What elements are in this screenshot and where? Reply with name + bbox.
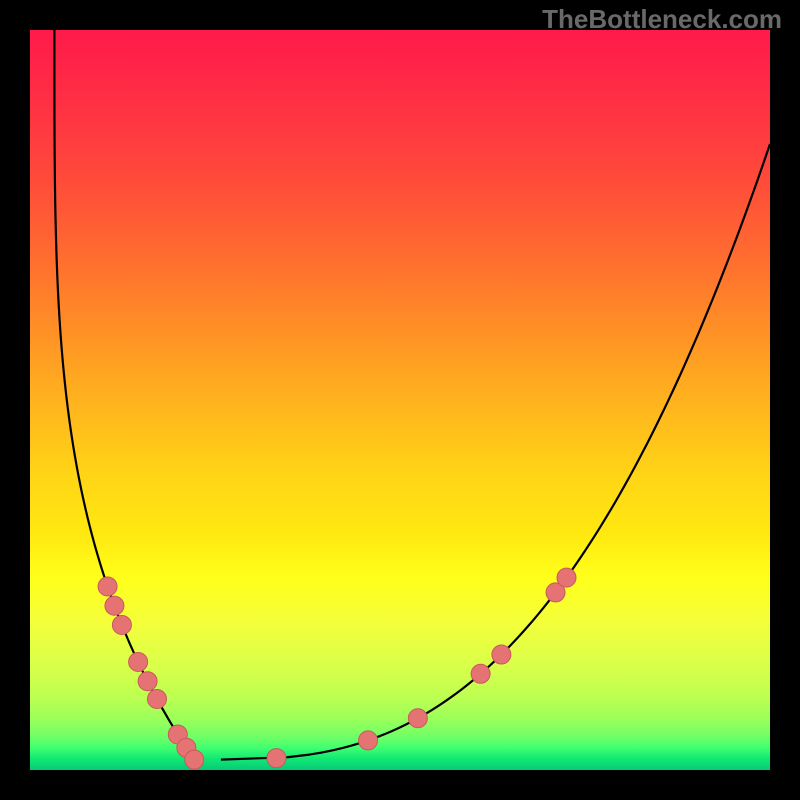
data-marker <box>359 731 378 750</box>
data-marker <box>185 750 204 769</box>
plot-area <box>30 30 770 770</box>
data-marker <box>129 652 148 671</box>
data-marker <box>112 615 131 634</box>
watermark-text: TheBottleneck.com <box>542 4 782 35</box>
data-marker <box>492 645 511 664</box>
data-marker <box>105 596 124 615</box>
data-marker <box>138 672 157 691</box>
chart-svg <box>30 30 770 770</box>
data-marker <box>147 689 166 708</box>
data-marker <box>98 577 117 596</box>
data-marker <box>267 749 286 768</box>
data-marker <box>557 568 576 587</box>
data-marker <box>408 709 427 728</box>
chart-container: TheBottleneck.com <box>0 0 800 800</box>
data-marker <box>471 664 490 683</box>
